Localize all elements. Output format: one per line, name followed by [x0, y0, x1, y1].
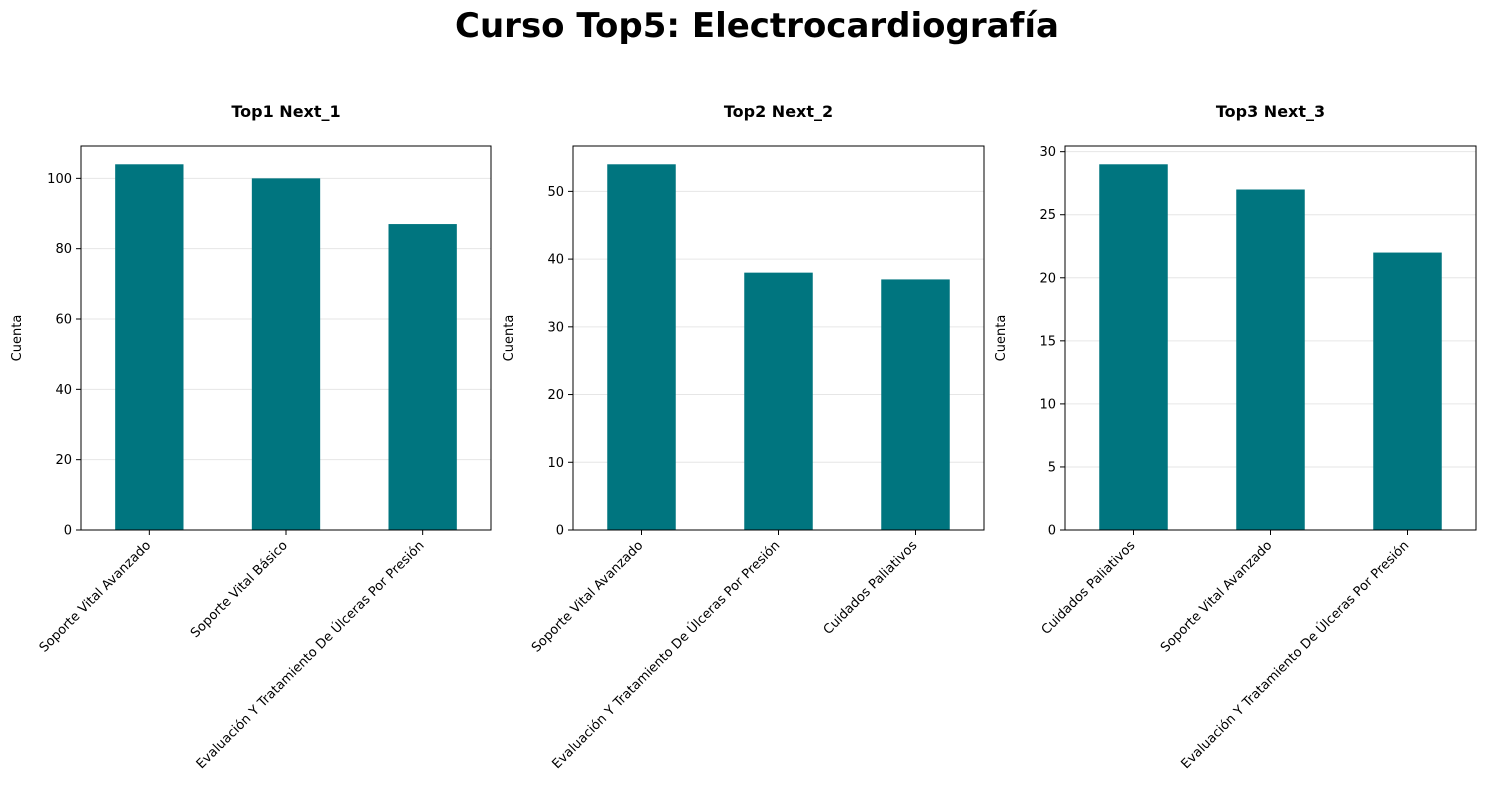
y-axis-label: Cuenta — [10, 315, 25, 362]
y-tick-label: 10 — [1039, 397, 1056, 412]
x-tick-label: Cuidados Paliativos — [1039, 538, 1139, 638]
bar — [1373, 252, 1442, 530]
x-tick-label: Soporte Vital Avanzado — [1158, 538, 1275, 655]
x-tick-label: Evaluación Y Tratamiento De Úlceras Por … — [1178, 538, 1413, 773]
x-tick-label: Evaluación Y Tratamiento De Úlceras Por … — [549, 538, 784, 773]
y-tick-label: 80 — [55, 242, 72, 257]
y-tick-label: 25 — [1039, 208, 1056, 223]
x-tick-label: Soporte Vital Avanzado — [37, 538, 154, 655]
chart-title: Top3 Next_3 — [1216, 102, 1325, 121]
bar — [607, 164, 676, 531]
y-tick-label: 0 — [64, 524, 72, 539]
bar — [881, 279, 950, 530]
bar — [744, 272, 813, 530]
chart-title: Top2 Next_2 — [724, 102, 833, 121]
figure-suptitle: Curso Top5: Electrocardiografía — [455, 6, 1059, 46]
bar — [388, 224, 457, 531]
y-tick-label: 30 — [1039, 145, 1056, 160]
y-tick-label: 60 — [55, 313, 72, 328]
chart-title: Top1 Next_1 — [231, 102, 340, 121]
y-tick-label: 20 — [55, 453, 72, 468]
chart-panel-3: Top3 Next_3 0 5 10 15 20 25 30 Cuenta Cuidados Pa… — [994, 102, 1477, 773]
chart-panel-2: Top2 Next_2 0 10 20 30 40 50 Cuenta Soporte Vita… — [502, 102, 985, 773]
y-tick-label: 50 — [547, 185, 564, 200]
x-tick-label: Evaluación Y Tratamiento De Úlceras Por … — [193, 538, 428, 773]
y-tick-label: 10 — [547, 456, 564, 471]
y-tick-label: 20 — [1039, 271, 1056, 286]
y-tick-label: 40 — [547, 253, 564, 268]
y-axis-label: Cuenta — [994, 315, 1009, 362]
chart-panel-1: Top1 Next_1 0 20 40 60 80 100 Cuenta Soporte Vit… — [10, 102, 492, 773]
y-axis-label: Cuenta — [502, 315, 517, 362]
x-tick-label: Cuidados Paliativos — [821, 538, 921, 638]
x-tick-label: Soporte Vital Básico — [188, 538, 291, 641]
y-tick-label: 5 — [1048, 460, 1056, 475]
y-tick-label: 100 — [47, 172, 72, 187]
y-tick-label: 0 — [1048, 524, 1056, 539]
y-tick-label: 0 — [556, 524, 564, 539]
bar — [251, 178, 321, 530]
bar — [1236, 189, 1305, 530]
y-tick-label: 20 — [547, 388, 564, 403]
y-tick-label: 30 — [547, 320, 564, 335]
x-tick-label: Soporte Vital Avanzado — [529, 538, 646, 655]
y-tick-label: 40 — [55, 383, 72, 398]
y-tick-label: 15 — [1039, 334, 1056, 349]
bar — [115, 164, 184, 531]
bar — [1099, 164, 1168, 531]
